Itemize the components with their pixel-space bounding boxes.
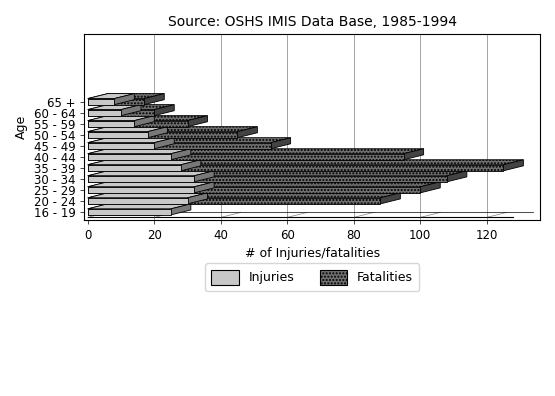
Polygon shape [403,149,423,160]
Polygon shape [181,160,201,171]
Polygon shape [88,160,523,165]
Polygon shape [88,93,164,99]
Bar [88,176,447,182]
Polygon shape [88,116,208,121]
Bar [88,209,171,215]
Polygon shape [88,171,214,176]
Polygon shape [88,93,134,99]
Bar [88,121,134,127]
Bar [88,131,148,138]
Legend: Injuries, Fatalities: Injuries, Fatalities [205,263,420,291]
Bar [88,198,188,204]
Polygon shape [88,193,208,198]
Polygon shape [88,105,174,110]
Bar [88,187,194,193]
Bar [88,99,114,105]
Polygon shape [88,171,467,176]
Title: Source: OSHS IMIS Data Base, 1985-1994: Source: OSHS IMIS Data Base, 1985-1994 [168,15,457,29]
Bar [88,131,238,138]
Polygon shape [188,116,208,127]
Polygon shape [134,116,154,127]
Bar [88,154,403,160]
Polygon shape [380,193,400,204]
Bar [88,110,154,116]
Polygon shape [88,160,201,165]
Polygon shape [88,127,258,131]
Polygon shape [161,204,181,215]
Polygon shape [88,138,291,143]
Bar [88,187,420,193]
X-axis label: # of Injuries/fatalities: # of Injuries/fatalities [245,247,380,260]
Polygon shape [420,182,440,193]
Polygon shape [503,160,523,171]
Polygon shape [114,93,134,105]
Polygon shape [88,204,191,209]
Polygon shape [238,127,258,138]
Bar [88,165,503,171]
Polygon shape [144,93,164,105]
Polygon shape [88,204,181,209]
Polygon shape [88,182,440,187]
Polygon shape [188,193,208,204]
Polygon shape [121,105,141,116]
Bar [88,121,188,127]
Polygon shape [88,149,423,154]
Polygon shape [88,138,174,143]
Polygon shape [88,182,214,187]
Polygon shape [88,116,154,121]
Bar [88,143,154,149]
Bar [88,176,194,182]
Polygon shape [171,204,191,215]
Bar [88,209,161,215]
Polygon shape [88,127,168,131]
Polygon shape [88,105,141,110]
Bar [88,154,171,160]
Polygon shape [154,138,174,149]
Polygon shape [447,171,467,182]
Polygon shape [194,171,214,182]
Polygon shape [88,149,191,154]
Y-axis label: Age: Age [15,115,28,139]
Bar [88,99,144,105]
Polygon shape [148,127,168,138]
Bar [88,198,380,204]
Bar [88,110,121,116]
Polygon shape [171,149,191,160]
Bar [88,165,181,171]
Polygon shape [154,105,174,116]
Bar [88,143,271,149]
Polygon shape [194,182,214,193]
Polygon shape [271,138,291,149]
Polygon shape [88,193,400,198]
